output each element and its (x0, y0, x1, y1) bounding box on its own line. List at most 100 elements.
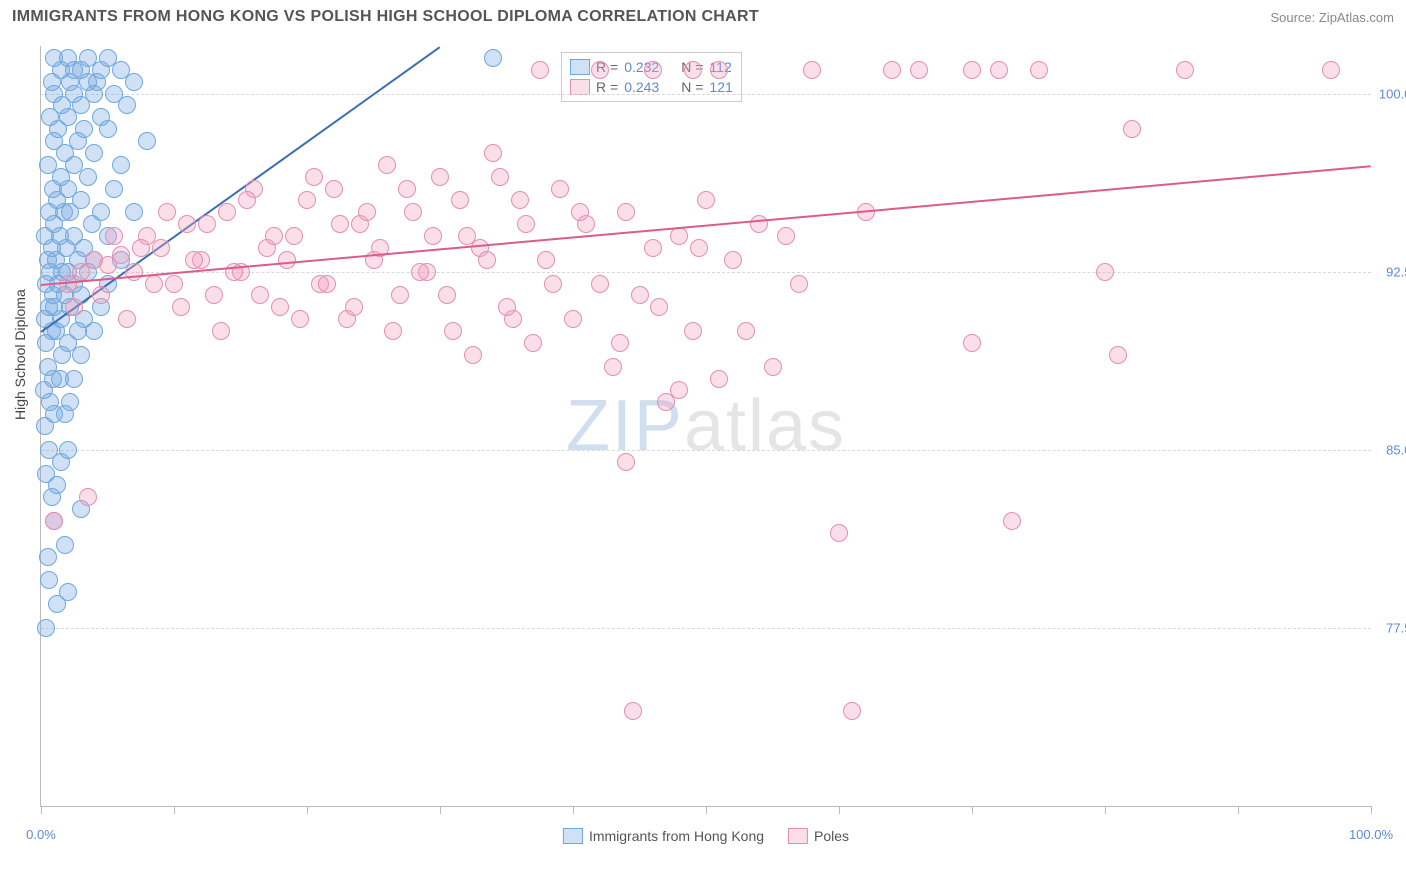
source-label: Source: (1270, 10, 1318, 25)
data-point (684, 61, 702, 79)
data-point (1030, 61, 1048, 79)
watermark-atlas: atlas (684, 386, 846, 466)
data-point (65, 298, 83, 316)
data-point (345, 298, 363, 316)
data-point (591, 61, 609, 79)
data-point (750, 215, 768, 233)
data-point (112, 246, 130, 264)
data-point (411, 263, 429, 281)
source-value: ZipAtlas.com (1319, 10, 1394, 25)
data-point (75, 120, 93, 138)
data-point (37, 619, 55, 637)
data-point (697, 191, 715, 209)
data-point (305, 168, 323, 186)
data-point (40, 441, 58, 459)
data-point (511, 191, 529, 209)
data-point (504, 310, 522, 328)
data-point (39, 156, 57, 174)
data-point (650, 298, 668, 316)
data-point (118, 310, 136, 328)
data-point (524, 334, 542, 352)
gridline-h (41, 628, 1371, 629)
data-point (544, 275, 562, 293)
data-point (105, 227, 123, 245)
data-point (165, 275, 183, 293)
data-point (777, 227, 795, 245)
data-point (1176, 61, 1194, 79)
legend-label: Poles (814, 828, 849, 844)
gridline-h (41, 94, 1371, 95)
x-tick (1371, 806, 1372, 814)
data-point (391, 286, 409, 304)
gridline-h (41, 450, 1371, 451)
data-point (690, 239, 708, 257)
data-point (61, 393, 79, 411)
data-point (185, 251, 203, 269)
y-tick-label: 85.0% (1386, 442, 1406, 457)
data-point (39, 358, 57, 376)
scatter-plot-area: ZIPatlas R = 0.232N = 112R = 0.243N = 12… (40, 46, 1371, 807)
data-point (843, 702, 861, 720)
data-point (644, 239, 662, 257)
data-point (737, 322, 755, 340)
data-point (531, 61, 549, 79)
chart-title: IMMIGRANTS FROM HONG KONG VS POLISH HIGH… (12, 8, 759, 26)
data-point (790, 275, 808, 293)
data-point (112, 156, 130, 174)
data-point (65, 370, 83, 388)
data-point (404, 203, 422, 221)
data-point (132, 239, 150, 257)
data-point (212, 322, 230, 340)
data-point (65, 227, 83, 245)
data-point (830, 524, 848, 542)
data-point (424, 227, 442, 245)
legend-swatch (788, 828, 808, 844)
data-point (79, 488, 97, 506)
data-point (152, 239, 170, 257)
legend-item: Poles (788, 826, 849, 846)
data-point (710, 61, 728, 79)
x-tick (706, 806, 707, 814)
data-point (378, 156, 396, 174)
source-attribution: Source: ZipAtlas.com (1270, 10, 1394, 25)
data-point (644, 61, 662, 79)
data-point (564, 310, 582, 328)
data-point (251, 286, 269, 304)
data-point (238, 191, 256, 209)
data-point (384, 322, 402, 340)
data-point (265, 227, 283, 245)
data-point (125, 203, 143, 221)
data-point (318, 275, 336, 293)
data-point (198, 215, 216, 233)
data-point (99, 49, 117, 67)
data-point (358, 203, 376, 221)
data-point (464, 346, 482, 364)
x-tick (972, 806, 973, 814)
data-point (178, 215, 196, 233)
data-point (39, 548, 57, 566)
x-tick (307, 806, 308, 814)
data-point (45, 512, 63, 530)
data-point (285, 227, 303, 245)
data-point (298, 191, 316, 209)
data-point (105, 180, 123, 198)
data-point (59, 441, 77, 459)
data-point (92, 108, 110, 126)
data-point (883, 61, 901, 79)
data-point (591, 275, 609, 293)
data-point (571, 203, 589, 221)
data-point (218, 203, 236, 221)
data-point (910, 61, 928, 79)
data-point (325, 180, 343, 198)
data-point (105, 85, 123, 103)
data-point (172, 298, 190, 316)
data-point (617, 203, 635, 221)
data-point (478, 251, 496, 269)
data-point (684, 322, 702, 340)
data-point (45, 49, 63, 67)
watermark: ZIPatlas (566, 385, 846, 467)
data-point (491, 168, 509, 186)
data-point (291, 310, 309, 328)
data-point (484, 49, 502, 67)
data-point (484, 144, 502, 162)
